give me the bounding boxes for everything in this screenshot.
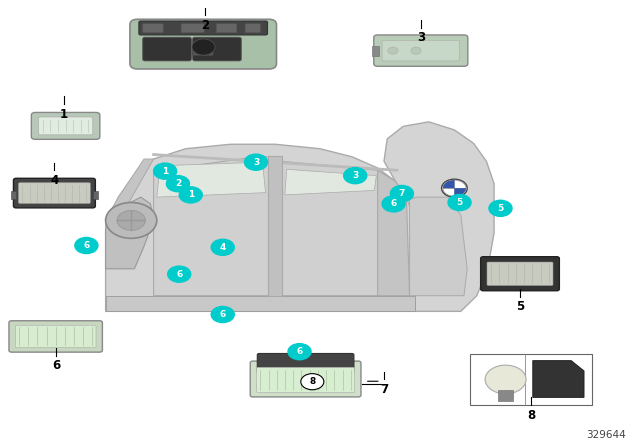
Bar <box>372 46 379 56</box>
FancyBboxPatch shape <box>193 37 241 61</box>
Bar <box>106 296 415 311</box>
Text: 7: 7 <box>399 189 405 198</box>
Wedge shape <box>443 180 454 188</box>
Text: 1: 1 <box>188 190 194 199</box>
Text: 3: 3 <box>417 31 425 44</box>
Circle shape <box>485 365 526 394</box>
Circle shape <box>117 211 145 230</box>
Polygon shape <box>106 144 415 311</box>
Circle shape <box>244 154 268 170</box>
Text: 3: 3 <box>253 158 259 167</box>
FancyBboxPatch shape <box>382 40 460 61</box>
Text: 8: 8 <box>527 409 535 422</box>
Circle shape <box>344 168 367 184</box>
Bar <box>11 191 16 199</box>
Text: 1: 1 <box>60 108 68 121</box>
Text: 4: 4 <box>51 174 58 187</box>
Circle shape <box>382 196 405 212</box>
Text: 1: 1 <box>162 167 168 176</box>
Text: 8: 8 <box>309 377 316 386</box>
Wedge shape <box>454 188 466 196</box>
Circle shape <box>288 344 311 360</box>
Text: 5: 5 <box>497 204 504 213</box>
Circle shape <box>448 194 471 211</box>
Text: 5: 5 <box>516 300 524 313</box>
Circle shape <box>442 179 467 197</box>
Circle shape <box>211 239 234 255</box>
Text: 3: 3 <box>352 171 358 180</box>
FancyBboxPatch shape <box>250 361 361 397</box>
FancyBboxPatch shape <box>13 178 95 208</box>
Circle shape <box>168 266 191 282</box>
Circle shape <box>106 202 157 238</box>
Polygon shape <box>154 157 269 296</box>
FancyBboxPatch shape <box>143 24 163 33</box>
FancyBboxPatch shape <box>216 24 237 33</box>
Circle shape <box>154 163 177 179</box>
Circle shape <box>390 185 413 202</box>
FancyBboxPatch shape <box>31 112 100 139</box>
Circle shape <box>179 187 202 203</box>
Text: 7: 7 <box>380 383 388 396</box>
FancyBboxPatch shape <box>193 43 213 56</box>
FancyBboxPatch shape <box>257 367 355 392</box>
FancyBboxPatch shape <box>487 262 553 285</box>
Circle shape <box>388 47 398 54</box>
FancyBboxPatch shape <box>143 37 191 61</box>
Circle shape <box>166 176 189 192</box>
Bar <box>498 390 513 401</box>
FancyBboxPatch shape <box>245 24 260 33</box>
Polygon shape <box>532 361 584 397</box>
Circle shape <box>411 47 421 54</box>
Polygon shape <box>410 197 467 296</box>
Circle shape <box>301 374 324 390</box>
FancyBboxPatch shape <box>257 353 354 373</box>
FancyBboxPatch shape <box>19 183 90 203</box>
Polygon shape <box>106 197 154 269</box>
Text: 6: 6 <box>390 199 397 208</box>
Polygon shape <box>378 170 410 296</box>
Text: 5: 5 <box>456 198 463 207</box>
FancyBboxPatch shape <box>374 35 468 66</box>
Text: 6: 6 <box>52 359 60 372</box>
Text: 6: 6 <box>220 310 226 319</box>
Text: 6: 6 <box>176 270 182 279</box>
Text: 6: 6 <box>296 347 303 356</box>
Polygon shape <box>106 159 154 228</box>
Text: 6: 6 <box>83 241 90 250</box>
Text: 4: 4 <box>220 243 226 252</box>
Bar <box>268 156 282 296</box>
FancyBboxPatch shape <box>181 24 204 33</box>
FancyBboxPatch shape <box>38 117 93 135</box>
FancyBboxPatch shape <box>9 321 102 352</box>
Circle shape <box>75 237 98 254</box>
Text: 2: 2 <box>175 179 181 188</box>
Circle shape <box>211 306 234 323</box>
Bar <box>93 191 98 199</box>
FancyBboxPatch shape <box>139 21 268 35</box>
FancyBboxPatch shape <box>15 325 96 348</box>
Circle shape <box>489 200 512 216</box>
FancyBboxPatch shape <box>481 257 559 291</box>
Polygon shape <box>282 161 378 296</box>
Polygon shape <box>157 162 266 197</box>
Polygon shape <box>384 122 494 311</box>
FancyBboxPatch shape <box>130 19 276 69</box>
Text: 2: 2 <box>201 19 209 32</box>
Wedge shape <box>192 39 215 55</box>
Bar <box>470 354 592 405</box>
Text: 329644: 329644 <box>586 430 626 440</box>
Polygon shape <box>285 169 376 195</box>
